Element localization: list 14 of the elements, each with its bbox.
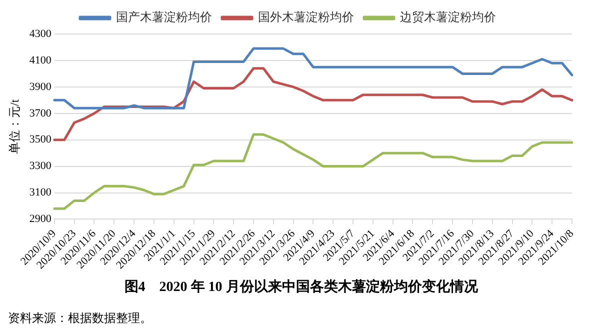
y-tick-label: 3100: [29, 186, 52, 199]
y-tick-label: 4100: [29, 54, 52, 66]
y-tick-label: 3500: [29, 134, 52, 146]
y-axis-title: 单位：元/t: [7, 98, 22, 154]
y-tick-label: 4300: [29, 28, 52, 40]
text: 图4 2020 年 10 月份以来中国各类木薯淀粉均价变化情况: [123, 278, 479, 296]
legend-label: 边贸木薯淀粉均价: [400, 10, 496, 24]
y-tick-label: 3300: [29, 160, 52, 172]
text: 资料来源：根据数据整理。: [8, 310, 152, 327]
legend-label: 国外木薯淀粉均价: [258, 10, 354, 24]
legend-label: 国产木薯淀粉均价: [116, 10, 212, 24]
y-tick-label: 3900: [29, 80, 52, 93]
y-tick-label: 3700: [29, 107, 52, 120]
y-tick-label: 2900: [29, 213, 52, 226]
